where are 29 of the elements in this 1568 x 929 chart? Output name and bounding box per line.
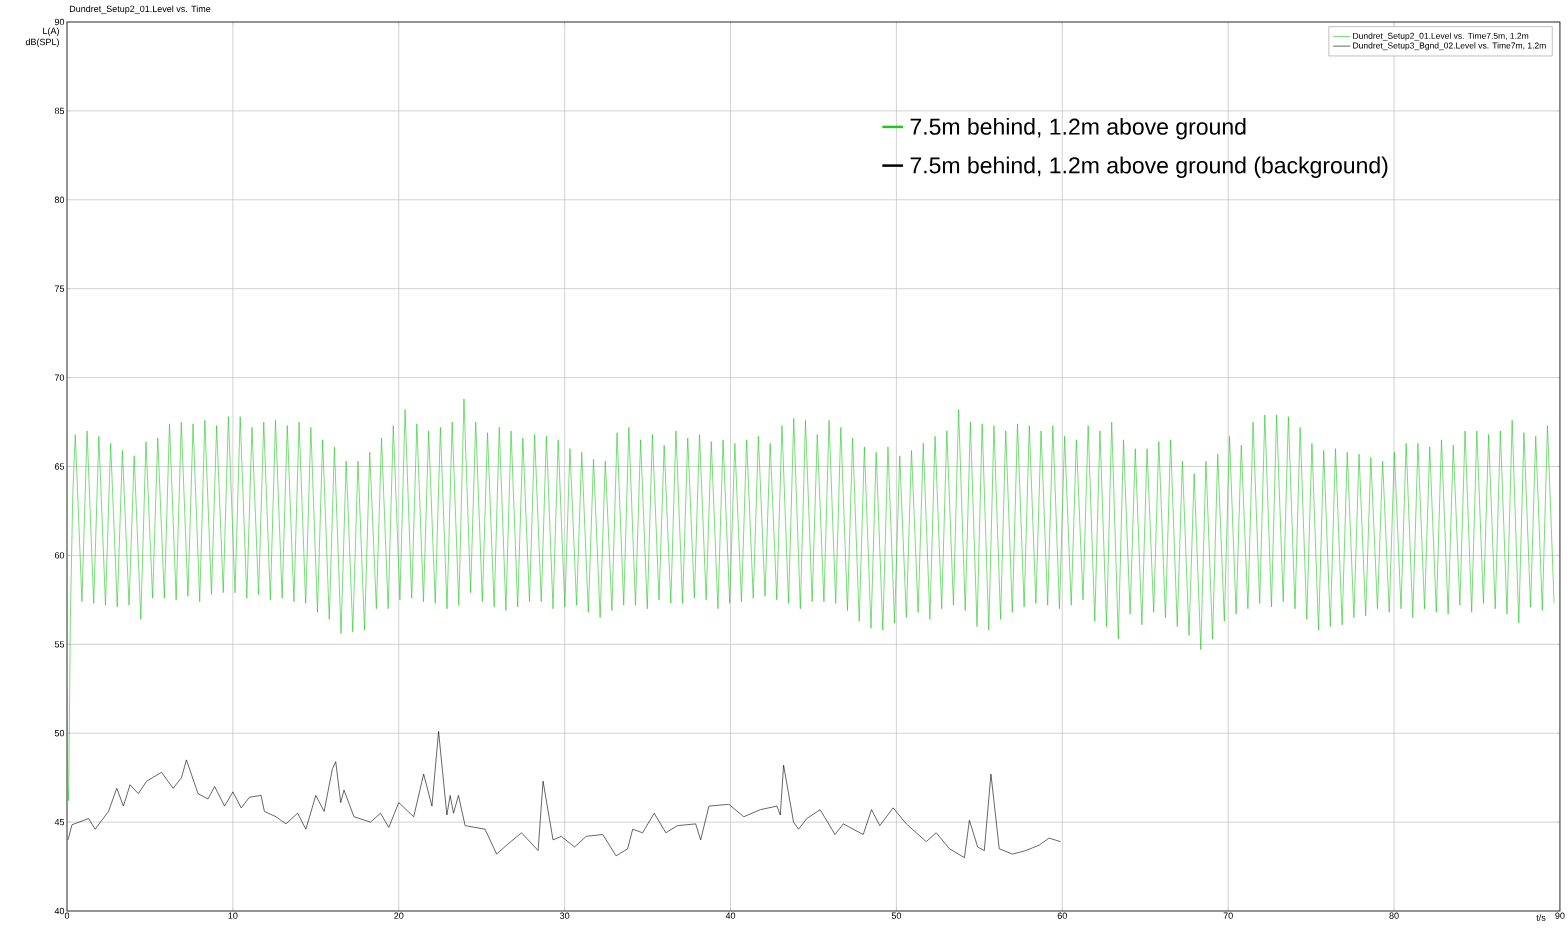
legend-label: Dundret_Setup3_Bgnd_02.Level vs. Time7m, 1.2m [1353,42,1546,51]
x-tick-label: 50 [891,912,902,919]
y-tick-label: 80 [54,196,65,203]
x-tick-label: 0 [64,912,70,919]
annotation: 7.5m behind, 1.2m above ground [910,117,1246,140]
legend-label: Dundret_Setup2_01.Level vs. Time7.5m, 1.2m [1353,32,1529,41]
x-axis-title: t/s [1536,914,1546,921]
annotation: 7.5m behind, 1.2m above ground (background) [910,156,1388,179]
x-tick-label: 40 [725,912,736,919]
chart-title: Dundret_Setup2_01.Level vs. Time [69,5,211,14]
x-tick-label: 30 [559,912,570,919]
x-tick-label: 90 [1555,912,1565,919]
x-tick-label: 20 [394,912,404,919]
y-axis-title: L(A) dB(SPL) [25,27,59,47]
y-tick-label: 90 [54,18,65,26]
line-series [67,731,1061,858]
y-tick-label: 50 [54,730,65,737]
y-tick-label: 70 [54,374,65,381]
y-tick-label: 85 [54,107,65,115]
line-series [67,398,1555,802]
x-tick-label: 60 [1057,912,1067,919]
x-tick-label: 10 [228,912,238,919]
y-tick-label: 75 [54,285,65,292]
y-tick-label: 55 [54,641,65,648]
x-tick-label: 70 [1223,912,1233,919]
x-tick-label: 80 [1389,912,1399,919]
y-tick-label: 45 [54,818,65,826]
y-tick-label: 60 [54,552,65,559]
y-tick-label: 65 [54,463,65,470]
